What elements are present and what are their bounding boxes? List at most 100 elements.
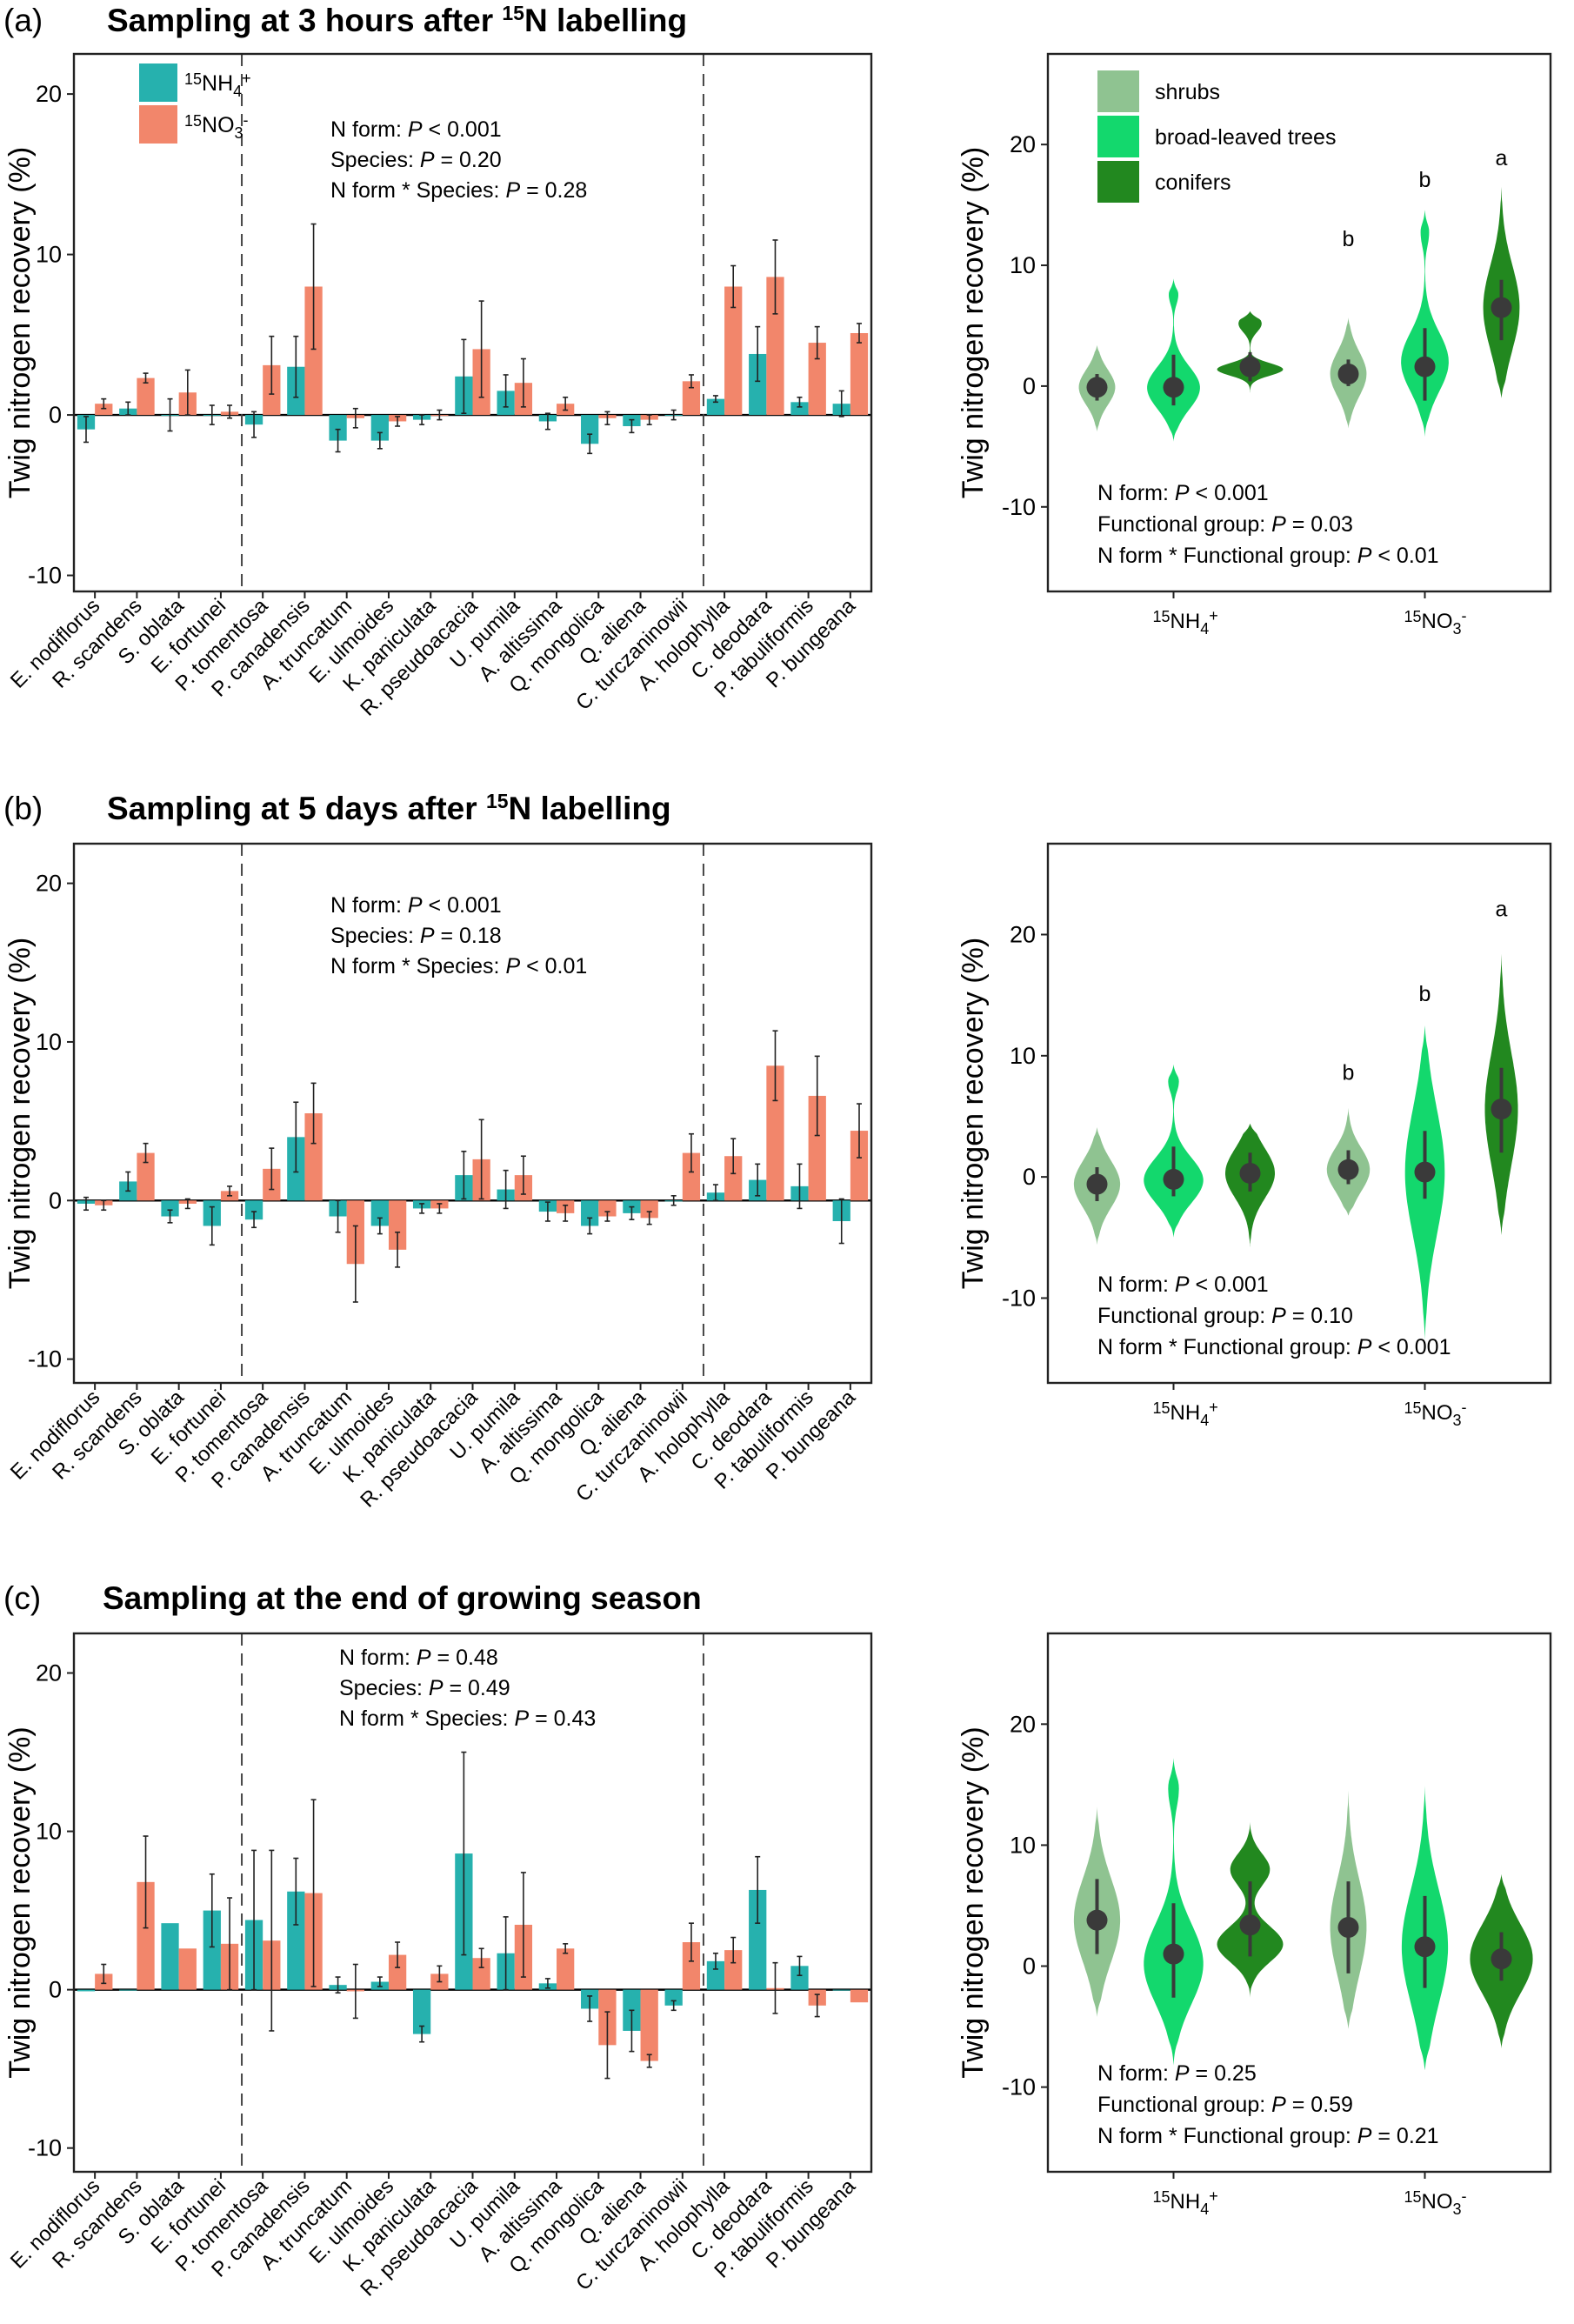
stats-label: N form: xyxy=(1097,481,1175,505)
stats-line: N form: P < 0.001 xyxy=(330,117,502,142)
stats-p: P xyxy=(1271,512,1286,537)
violin-median-point xyxy=(1239,1162,1261,1184)
bar-no3 xyxy=(682,1942,701,1990)
stats-value: < 0.001 xyxy=(423,117,502,142)
legend-label: conifers xyxy=(1155,170,1231,195)
ion-base: NO xyxy=(1422,610,1453,633)
ion-mass-sup: 15 xyxy=(1404,1399,1422,1417)
ion-base: NH xyxy=(202,71,233,96)
y-tick-label: 20 xyxy=(36,1660,62,1686)
stats-p: P xyxy=(505,954,520,978)
y-tick-label: 0 xyxy=(49,402,62,428)
stats-label: N form: xyxy=(1097,2061,1175,2086)
violin-median-point xyxy=(1414,1936,1436,1958)
bar-no3 xyxy=(850,332,869,416)
stats-line: N form: P = 0.25 xyxy=(1097,2061,1257,2086)
violin-median-point xyxy=(1163,1943,1184,1965)
significance-letter: a xyxy=(1496,146,1508,170)
bar-no3 xyxy=(137,377,155,416)
bar-no3 xyxy=(472,1958,490,1990)
stats-line: N form * Species: P = 0.43 xyxy=(339,1706,596,1731)
bar-nh4 xyxy=(790,1966,809,1990)
bar-no3 xyxy=(640,1200,658,1219)
bar-no3 xyxy=(178,1948,197,1990)
ion-base: NH xyxy=(1170,610,1201,633)
violin-median-point xyxy=(1491,1948,1512,1970)
bar-no3 xyxy=(850,1989,869,2003)
panel-title-main: Sampling at 5 days after xyxy=(107,791,486,826)
x-group-label: 15NO3- xyxy=(1404,1399,1467,1429)
stats-p: P xyxy=(1271,2093,1286,2117)
bar-no3 xyxy=(388,1954,407,1990)
stats-line: N form * Functional group: P < 0.001 xyxy=(1097,1335,1451,1359)
x-group-label: 15NH4+ xyxy=(1153,1399,1218,1429)
y-tick-label: 20 xyxy=(36,81,62,107)
y-tick-label: 20 xyxy=(1010,131,1036,157)
stats-value: < 0.001 xyxy=(423,893,502,918)
ion-charge-sup: - xyxy=(1462,607,1467,624)
panel-title-sup: 15 xyxy=(486,790,509,812)
y-tick-label: -10 xyxy=(1002,494,1036,520)
y-axis-title: Twig nitrogen recovery (%) xyxy=(957,938,990,1289)
stats-p: P xyxy=(1271,1304,1286,1328)
stats-p: P xyxy=(420,148,435,172)
significance-letter: b xyxy=(1343,227,1355,251)
stats-label: Functional group: xyxy=(1097,1304,1271,1328)
ion-charge-sup: - xyxy=(1462,1399,1467,1416)
y-tick-label: 0 xyxy=(1023,1164,1036,1190)
stats-label: Species: xyxy=(330,148,420,172)
y-tick-label: 10 xyxy=(1010,252,1036,278)
y-axis-title: Twig nitrogen recovery (%) xyxy=(957,1726,990,2078)
y-tick-label: 0 xyxy=(1023,373,1036,399)
bar-no3 xyxy=(724,286,743,416)
significance-letter: b xyxy=(1419,168,1431,192)
panel-label: (a) xyxy=(3,3,43,38)
bar-nh4 xyxy=(161,1923,179,1990)
ion-sub: 3 xyxy=(1453,1412,1462,1429)
legend-label: 15NO3- xyxy=(184,111,249,142)
stats-value: < 0.001 xyxy=(1190,1272,1269,1297)
ion-mass-sup: 15 xyxy=(1153,2188,1170,2206)
stats-value: < 0.001 xyxy=(1371,1335,1451,1359)
ion-charge-sup: + xyxy=(1209,1399,1218,1416)
violin-median-point xyxy=(1337,1917,1359,1939)
ion-base: NO xyxy=(202,113,235,137)
y-tick-label: 20 xyxy=(1010,1711,1036,1737)
legend-swatch xyxy=(139,63,177,102)
y-tick-label: 10 xyxy=(36,1819,62,1845)
legend-swatch xyxy=(139,105,177,144)
y-tick-label: -10 xyxy=(28,563,62,589)
bar-no3 xyxy=(137,1152,155,1201)
bar-no3 xyxy=(598,1200,617,1217)
stats-line: N form: P < 0.001 xyxy=(1097,481,1269,505)
stats-p: P xyxy=(1357,2124,1372,2148)
stats-line: N form * Species: P = 0.28 xyxy=(330,178,587,203)
stats-line: Species: P = 0.20 xyxy=(330,148,502,172)
panel-title-main: Sampling at the end of growing season xyxy=(103,1580,702,1616)
bar-no3 xyxy=(557,1948,575,1990)
y-axis-title: Twig nitrogen recovery (%) xyxy=(957,147,990,498)
stats-p: P xyxy=(429,1676,444,1700)
violin-median-point xyxy=(1491,297,1512,318)
ion-mass-sup: 15 xyxy=(184,112,202,130)
panel-title: Sampling at the end of growing season xyxy=(103,1580,702,1616)
bar-no3 xyxy=(388,1200,407,1250)
y-tick-label: -10 xyxy=(1002,2074,1036,2100)
y-tick-label: 0 xyxy=(49,1977,62,2003)
bar-nh4 xyxy=(329,415,347,441)
y-tick-label: -10 xyxy=(28,2135,62,2161)
stats-line: N form * Species: P < 0.01 xyxy=(330,954,587,978)
bar-nh4 xyxy=(581,415,599,444)
ion-mass-sup: 15 xyxy=(1153,608,1170,625)
stats-label: Functional group: xyxy=(1097,512,1271,537)
panel-title: Sampling at 3 hours after 15N labelling xyxy=(107,2,687,38)
y-axis-title: Twig nitrogen recovery (%) xyxy=(3,938,37,1289)
stats-p: P xyxy=(1175,481,1190,505)
plot-frame xyxy=(72,52,873,593)
bar-no3 xyxy=(304,1113,323,1201)
ion-charge-sup: - xyxy=(1462,2187,1467,2205)
stats-value: = 0.49 xyxy=(444,1676,510,1700)
